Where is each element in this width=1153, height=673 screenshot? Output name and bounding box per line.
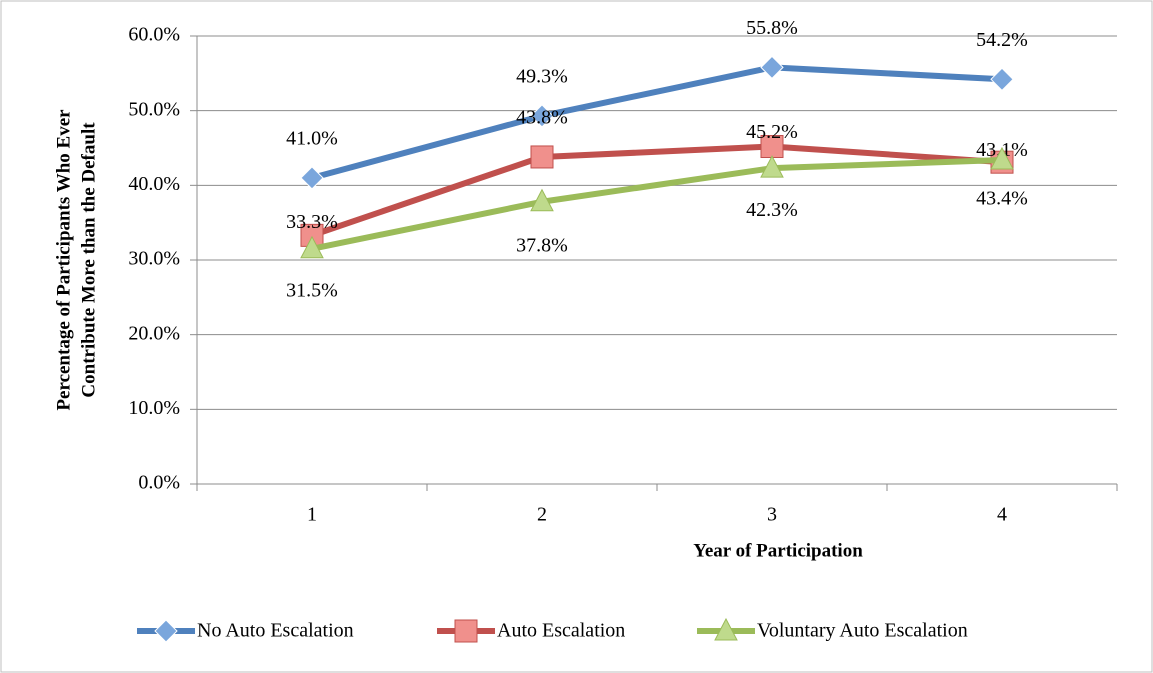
- y-tick-label: 0.0%: [138, 472, 180, 494]
- marker: [530, 145, 554, 169]
- data-label: 33.3%: [286, 211, 338, 233]
- series-line: [311, 64, 1003, 181]
- x-tick-label: 4: [997, 504, 1007, 526]
- y-tick-label: 10.0%: [128, 397, 180, 419]
- y-tick-label: 20.0%: [128, 322, 180, 344]
- marker: [300, 166, 324, 190]
- marker: [714, 617, 738, 641]
- legend-label: Auto Escalation: [497, 620, 625, 642]
- data-label: 41.0%: [286, 127, 338, 149]
- data-label: 49.3%: [516, 65, 568, 87]
- x-tick-label: 3: [767, 504, 777, 526]
- marker: [760, 155, 784, 178]
- marker: [530, 188, 554, 212]
- x-tick-label: 2: [537, 504, 547, 526]
- y-axis-title: Percentage of Participants Who Ever: [53, 109, 74, 411]
- marker: [530, 104, 554, 128]
- y-tick-label: 30.0%: [128, 248, 180, 270]
- data-label: 45.2%: [746, 121, 798, 143]
- data-label: 42.3%: [746, 199, 798, 221]
- data-label: 43.4%: [976, 188, 1028, 210]
- legend-item: No Auto Escalation: [137, 619, 354, 643]
- data-label: 54.2%: [976, 29, 1028, 51]
- marker: [990, 146, 1014, 170]
- data-label: 37.8%: [516, 234, 568, 256]
- y-tick-label: 50.0%: [128, 98, 180, 120]
- series-line: [311, 143, 1003, 239]
- marker: [454, 619, 478, 643]
- marker: [990, 67, 1014, 92]
- series-line: [311, 156, 1003, 252]
- data-label: 43.8%: [516, 107, 568, 129]
- marker: [760, 55, 784, 80]
- data-label: 55.8%: [746, 17, 798, 39]
- legend-label: Voluntary Auto Escalation: [757, 620, 968, 642]
- x-axis-title: Year of Participation: [693, 540, 863, 561]
- y-tick-label: 40.0%: [128, 173, 180, 195]
- legend-label: No Auto Escalation: [197, 620, 354, 642]
- y-axis-title: Contribute More than the Default: [78, 122, 99, 398]
- marker: [300, 235, 324, 259]
- legend-item: Auto Escalation: [437, 619, 625, 643]
- data-label: 31.5%: [286, 279, 338, 301]
- marker: [154, 619, 178, 643]
- x-tick-label: 1: [307, 504, 317, 526]
- y-tick-label: 60.0%: [128, 24, 180, 46]
- legend-item: Voluntary Auto Escalation: [697, 617, 968, 642]
